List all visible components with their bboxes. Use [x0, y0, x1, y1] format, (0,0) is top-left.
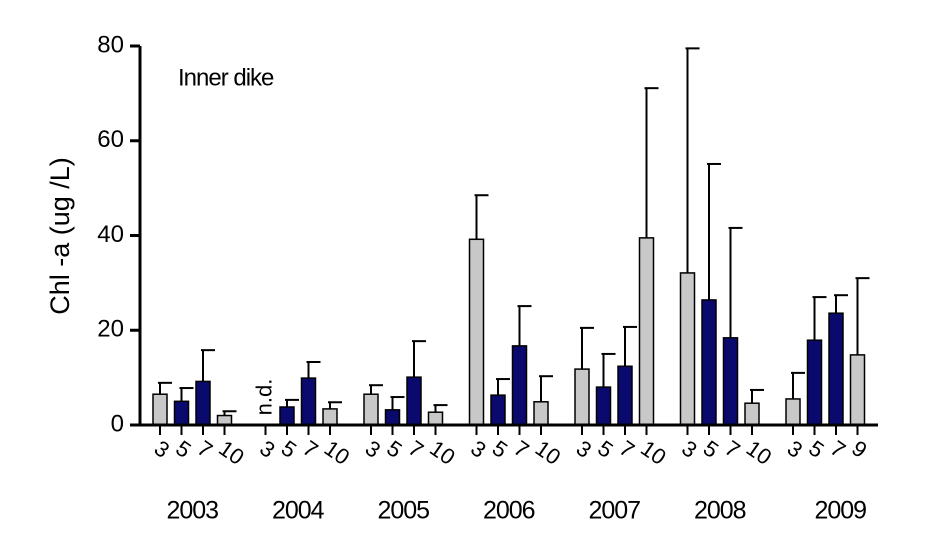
error-bar — [433, 404, 448, 413]
x-tick-label: 7 — [193, 435, 217, 463]
x-tick-label: 5 — [382, 435, 406, 463]
bar — [595, 386, 612, 426]
error-bar — [812, 296, 827, 341]
x-tick-label: 10 — [320, 435, 354, 470]
x-tick-label: 3 — [361, 435, 385, 463]
bar — [195, 380, 211, 426]
error-bar — [685, 47, 700, 273]
x-tick-label: 7 — [509, 435, 533, 463]
bar — [638, 237, 655, 426]
error-bar — [855, 277, 870, 355]
x-tick-label: 5 — [488, 435, 512, 463]
bar — [574, 368, 590, 426]
x-tick-label: 3 — [572, 435, 596, 463]
y-tick-label: 80 — [97, 31, 124, 58]
group-label: 2009 — [814, 497, 866, 525]
bar — [533, 401, 549, 426]
bar — [701, 299, 717, 426]
bar — [849, 354, 866, 426]
y-tick-label: 20 — [97, 316, 124, 343]
error-bar — [791, 371, 805, 399]
error-bar — [390, 396, 405, 410]
error-bar — [517, 305, 532, 346]
x-tick-label: 5 — [699, 435, 723, 463]
y-axis-label: Chl -a (ug /L) — [45, 157, 75, 315]
error-bar — [834, 294, 848, 314]
x-tick-label: 10 — [531, 435, 565, 470]
x-tick-label: 3 — [783, 435, 807, 463]
error-bar — [412, 340, 426, 378]
x-tick-label: 3 — [466, 435, 490, 463]
error-bar — [496, 378, 510, 396]
bar — [617, 365, 633, 426]
group-label: 2005 — [377, 497, 429, 525]
x-tick-label: 3 — [150, 435, 174, 463]
error-bar — [539, 375, 553, 402]
bar — [806, 339, 823, 426]
bar — [322, 408, 338, 426]
error-bar — [644, 87, 659, 238]
bar — [427, 411, 444, 426]
error-bar — [474, 194, 489, 240]
x-tick-label: 5 — [171, 435, 195, 463]
x-tick-label: 7 — [720, 435, 744, 463]
bar — [406, 376, 422, 426]
x-tick-label: 7 — [826, 435, 850, 463]
group-label: 2006 — [483, 497, 535, 525]
x-tick-label: 3 — [255, 435, 279, 463]
bar — [363, 393, 379, 426]
x-tick-label: 10 — [425, 435, 459, 470]
error-bar — [285, 398, 299, 407]
error-bar — [306, 360, 321, 379]
error-bar — [158, 381, 172, 395]
x-tick-label: 10 — [636, 435, 670, 470]
error-bar — [328, 401, 342, 409]
x-tick-label: 5 — [593, 435, 617, 463]
error-bar — [580, 326, 594, 370]
x-tick-label: 9 — [847, 435, 871, 463]
bar — [679, 272, 696, 426]
error-bar — [369, 384, 383, 395]
bar — [785, 398, 801, 426]
y-tick-label: 0 — [111, 410, 124, 437]
x-tick-label: 5 — [804, 435, 828, 463]
error-bar — [728, 226, 743, 338]
error-bar — [179, 387, 194, 402]
error-bar — [707, 162, 721, 300]
bar — [744, 402, 760, 426]
bar — [490, 394, 506, 426]
x-tick-label: 3 — [677, 435, 701, 463]
error-bar — [201, 349, 215, 382]
x-tick-label: 5 — [277, 435, 301, 463]
group-label: 2007 — [588, 497, 640, 525]
y-tick-label: 40 — [97, 221, 124, 248]
error-bar — [623, 325, 637, 367]
bar — [468, 238, 485, 426]
y-tick-label: 60 — [97, 126, 124, 153]
x-tick-label: 7 — [615, 435, 639, 463]
bar — [279, 406, 295, 426]
bar — [511, 345, 528, 426]
error-bar — [601, 352, 616, 388]
bar — [152, 393, 168, 426]
bar — [173, 400, 190, 426]
x-tick-label: 7 — [298, 435, 322, 463]
annotation: Inner dike — [178, 64, 274, 91]
group-label: 2008 — [694, 497, 746, 525]
x-tick-label: 7 — [404, 435, 428, 463]
group-label: 2003 — [166, 497, 218, 525]
x-tick-label: 10 — [214, 435, 248, 470]
bar — [828, 312, 844, 426]
bar — [300, 377, 317, 426]
group-label: 2004 — [272, 497, 325, 525]
error-bar — [750, 388, 764, 404]
bar — [722, 337, 739, 426]
value-label: n.d. — [251, 379, 276, 416]
x-tick-label: 10 — [742, 435, 776, 470]
bar — [384, 409, 401, 426]
